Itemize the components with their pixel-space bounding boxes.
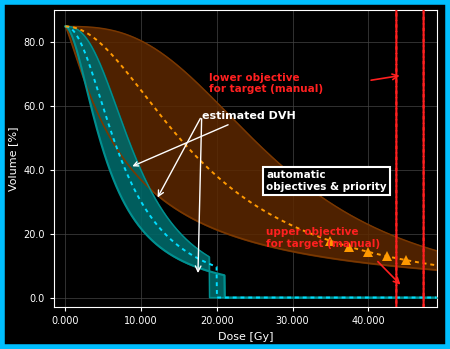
Text: estimated DVH: estimated DVH	[134, 111, 296, 166]
Text: automatic
objectives & priority: automatic objectives & priority	[266, 170, 387, 192]
Y-axis label: Volume [%]: Volume [%]	[8, 127, 18, 191]
Text: lower objective
for target (manual): lower objective for target (manual)	[209, 73, 324, 94]
Text: upper objective
for target (manual): upper objective for target (manual)	[266, 227, 380, 248]
X-axis label: Dose [Gy]: Dose [Gy]	[217, 332, 273, 342]
